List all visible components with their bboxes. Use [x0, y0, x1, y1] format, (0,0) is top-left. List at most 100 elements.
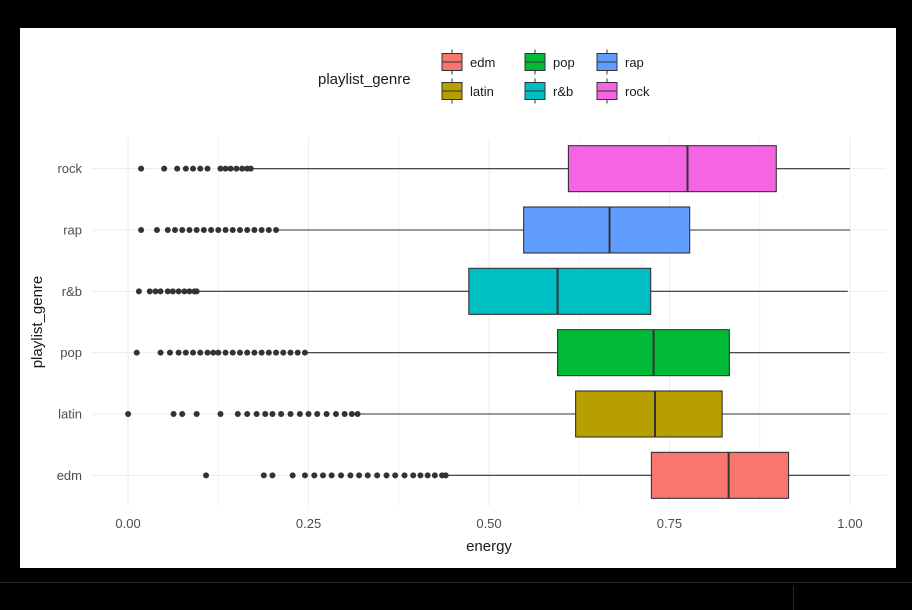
outlier-point-edm: [289, 472, 296, 479]
outlier-point-r&b: [175, 288, 182, 295]
whiskers: [196, 168, 850, 476]
outlier-point-pop: [222, 349, 229, 356]
outlier-point-pop: [166, 349, 173, 356]
outlier-point-rap: [200, 227, 207, 233]
legend-entry-pop: pop: [524, 49, 575, 75]
outlier-point-rap: [244, 227, 251, 233]
outlier-point-edm: [442, 472, 449, 479]
box-rap: [523, 206, 691, 254]
outlier-point-edm: [319, 472, 326, 479]
box-latin: [575, 390, 723, 438]
outlier-point-latin: [179, 411, 186, 417]
outlier-point-latin: [234, 411, 241, 417]
x-tick-label: 0.50: [476, 516, 501, 531]
outlier-point-latin: [332, 411, 339, 417]
outlier-point-r&b: [164, 288, 171, 295]
x-tick-label: 0.25: [296, 516, 321, 531]
outlier-point-latin: [244, 411, 251, 417]
box-r&b: [468, 267, 652, 315]
outlier-point-rap: [208, 227, 215, 233]
outlier-point-rap: [222, 227, 229, 233]
y-tick-label: latin: [58, 407, 82, 422]
outlier-point-pop: [280, 349, 287, 356]
outlier-point-latin: [354, 411, 361, 417]
window-top-bar: [0, 0, 912, 28]
outlier-point-pop: [258, 349, 265, 356]
outlier-point-edm: [410, 472, 417, 479]
window-bottom-bar: [0, 568, 912, 610]
window-left-border: [0, 28, 20, 568]
outlier-point-rock: [161, 165, 168, 172]
outlier-point-latin: [217, 411, 224, 417]
outlier-point-latin: [170, 411, 177, 417]
outlier-point-rock: [222, 165, 229, 172]
outlier-point-r&b: [152, 288, 159, 295]
outlier-point-latin: [341, 411, 348, 417]
x-tick-label: 1.00: [837, 516, 862, 531]
outlier-point-edm: [338, 472, 345, 479]
y-tick-labels: edm latin pop r&b rap rock: [57, 161, 83, 483]
outlier-point-rap: [193, 227, 200, 233]
outlier-point-pop: [182, 349, 189, 356]
outlier-point-rap: [153, 227, 160, 233]
outlier-point-edm: [328, 472, 335, 479]
outlier-point-pop: [251, 349, 258, 356]
outlier-point-pop: [215, 349, 222, 356]
outlier-point-rock: [227, 165, 234, 172]
outlier-point-latin: [305, 411, 312, 417]
outlier-point-pop: [265, 349, 272, 356]
outlier-point-latin: [278, 411, 285, 417]
y-tick-label: edm: [57, 468, 82, 483]
outlier-point-rock: [239, 165, 246, 172]
outlier-point-pop: [273, 349, 280, 356]
y-tick-label: rap: [63, 223, 82, 238]
outlier-point-latin: [287, 411, 294, 417]
bottom-divider: [0, 582, 912, 583]
legend-entry-edm: edm: [441, 49, 495, 75]
outlier-point-rap: [236, 227, 243, 233]
outlier-point-r&b: [146, 288, 153, 295]
outlier-point-pop: [197, 349, 204, 356]
legend-label-latin: latin: [470, 84, 494, 99]
outlier-point-rap: [265, 227, 272, 233]
outlier-point-edm: [392, 472, 399, 479]
outlier-point-rap: [186, 227, 193, 233]
outlier-point-latin: [269, 411, 276, 417]
boxplot-chart: 0.00 0.25 0.50 0.75 1.00 edm latin pop r&b rap ro…: [29, 49, 886, 555]
legend-entry-latin: latin: [441, 78, 494, 104]
outlier-point-edm: [431, 472, 438, 479]
legend-label-rap: rap: [625, 55, 644, 70]
outlier-point-r&b: [181, 288, 188, 295]
outlier-point-pop: [301, 349, 308, 356]
outlier-point-edm: [364, 472, 371, 479]
outlier-point-edm: [260, 472, 267, 479]
outlier-point-latin: [125, 411, 132, 417]
x-tick-label: 0.75: [657, 516, 682, 531]
legend-label-pop: pop: [553, 55, 575, 70]
legend-label-edm: edm: [470, 55, 495, 70]
outlier-point-pop: [175, 349, 182, 356]
legend: playlist_genre edm latin pop r&b rap rock: [318, 49, 650, 104]
outlier-point-edm: [203, 472, 210, 479]
outlier-point-rock: [174, 165, 181, 172]
y-axis-title: playlist_genre: [29, 276, 46, 369]
legend-entry-rap: rap: [596, 49, 644, 75]
outlier-point-pop: [287, 349, 294, 356]
outlier-point-rap: [258, 227, 265, 233]
boxes: [468, 145, 790, 499]
legend-label-r&b: r&b: [553, 84, 573, 99]
outlier-point-r&b: [157, 288, 164, 295]
outlier-point-rock: [190, 165, 197, 172]
outlier-point-rock: [182, 165, 189, 172]
outlier-point-rap: [164, 227, 171, 233]
outlier-point-rock: [247, 165, 254, 172]
outlier-point-r&b: [186, 288, 193, 295]
outlier-point-edm: [424, 472, 431, 479]
x-tick-labels: 0.00 0.25 0.50 0.75 1.00: [115, 516, 862, 531]
outlier-point-pop: [244, 349, 251, 356]
outlier-point-latin: [253, 411, 260, 417]
outlier-point-pop: [294, 349, 301, 356]
outlier-point-pop: [236, 349, 243, 356]
outlier-point-latin: [262, 411, 269, 417]
legend-entry-r&b: r&b: [524, 78, 573, 104]
